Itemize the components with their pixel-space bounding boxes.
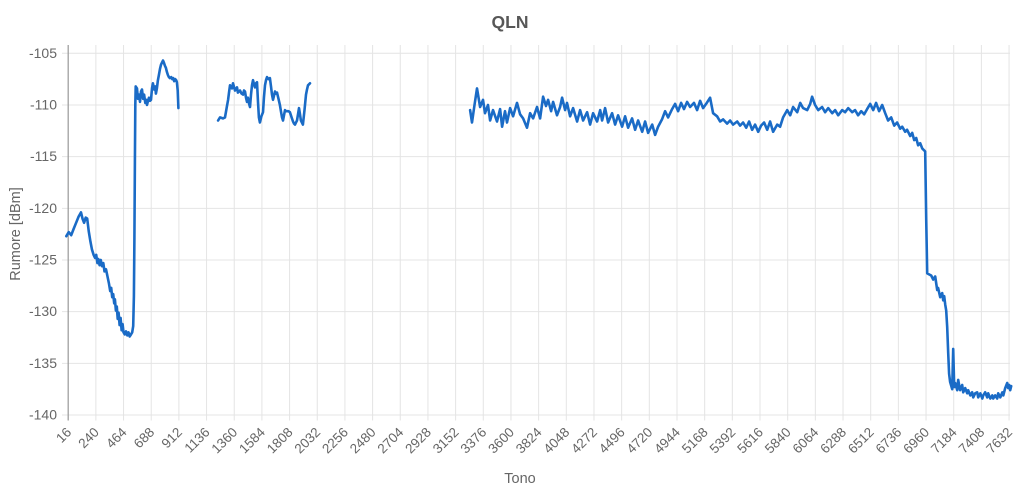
x-tick-label: 5840 (762, 425, 794, 457)
qln-line-segment (65, 59, 180, 338)
x-tick-label: 5168 (679, 425, 711, 457)
qln-line-segment (468, 87, 1013, 400)
x-tick-label: 3600 (485, 425, 517, 457)
x-tick-label: 16 (53, 425, 74, 446)
y-tick-label: -115 (30, 148, 57, 164)
x-tick-label: 1808 (264, 425, 296, 457)
grid-layer (62, 45, 1010, 421)
x-tick-label: 6064 (790, 424, 822, 456)
x-tick-label: 1360 (209, 425, 241, 457)
x-tick-label: 7408 (956, 425, 988, 457)
x-tick-label: 4720 (624, 425, 656, 457)
y-tick-label: -135 (29, 355, 57, 371)
x-axis-title: Tono (504, 471, 535, 487)
y-tick-label: -130 (29, 303, 57, 319)
x-tick-label: 2032 (292, 425, 324, 457)
x-tick-label: 688 (131, 425, 158, 452)
x-tick-label: 912 (158, 425, 185, 452)
x-tick-label: 6512 (845, 425, 877, 457)
x-tick-label: 7184 (928, 424, 960, 456)
x-tick-label: 5392 (707, 425, 739, 457)
x-tick-label: 6960 (900, 425, 932, 457)
x-tick-label: 4272 (568, 425, 600, 457)
x-tick-label: 464 (103, 424, 130, 451)
y-tick-label: -105 (29, 45, 57, 61)
x-tick-label: 2480 (347, 425, 379, 457)
x-tick-label: 3152 (430, 425, 462, 457)
x-tick-label: 1136 (182, 425, 213, 456)
x-tick-label: 2704 (375, 424, 407, 456)
y-tick-label: -125 (29, 251, 57, 267)
x-tick-label: 1584 (236, 424, 268, 456)
y-axis-title: Rumore [dBm] (8, 187, 24, 280)
x-tick-label: 4944 (651, 424, 683, 456)
qln-line-segment (216, 75, 312, 126)
x-tick-label: 3824 (513, 424, 545, 456)
x-tick-label: 240 (75, 425, 102, 452)
x-tick-label: 2256 (319, 425, 351, 457)
series-layer (65, 59, 1013, 400)
y-tick-label: -110 (30, 96, 57, 112)
x-tick-label: 4048 (541, 425, 573, 457)
x-tick-label: 2928 (402, 425, 434, 457)
y-tick-label: -140 (29, 407, 57, 423)
x-tick-label: 3376 (458, 425, 490, 457)
x-tick-label: 6736 (873, 425, 905, 457)
chart-title: QLN (492, 12, 529, 32)
x-tick-label: 5616 (734, 425, 766, 457)
x-tick-label: 6288 (817, 425, 849, 457)
x-tick-label: 7632 (983, 425, 1015, 457)
x-tick-label: 4496 (596, 425, 628, 457)
y-tick-label: -120 (29, 200, 57, 216)
